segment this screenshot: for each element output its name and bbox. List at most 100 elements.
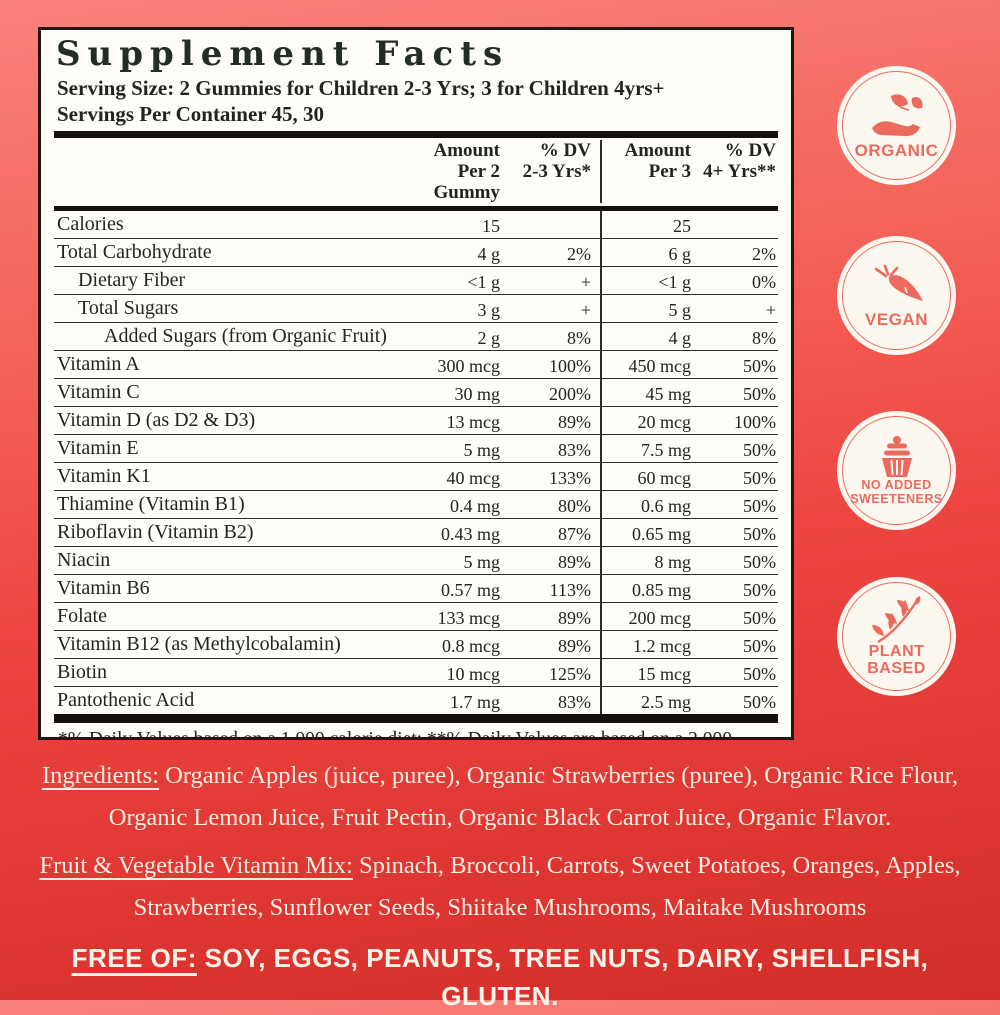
dv-2-3yrs: 80% [558,496,591,516]
table-row: Total Carbohydrate 4 g 2% 6 g 2% [54,239,778,267]
nutrient-name: Pantothenic Acid [57,689,195,711]
nutrient-name: Vitamin D (as D2 & D3) [57,409,256,431]
table-row: Vitamin K1 40 mcg 133% 60 mcg 50% [54,463,778,491]
dv-4yrs: 50% [743,580,776,600]
divider-bar-bottom [54,714,778,723]
nutrient-name: Calories [57,213,124,235]
badge-label: NO ADDED [861,478,932,493]
amount-per-3: 8 mg [600,547,700,574]
badge-plant-based: PLANT BASED [837,577,956,696]
dv-4yrs: 2% [752,244,776,264]
amount-per-2: 300 mcg [437,356,501,376]
nutrient-name: Total Sugars [78,297,179,319]
dv-4yrs: 8% [752,328,776,348]
table-row: Dietary Fiber <1 g + <1 g 0% [54,267,778,295]
dv-4yrs: 50% [743,636,776,656]
amount-per-3: 60 mcg [600,463,700,490]
amount-per-2: 2 g [477,328,501,348]
dv-2-3yrs: 89% [558,412,591,432]
nutrient-name: Vitamin K1 [57,465,151,487]
dv-4yrs: 0% [752,272,776,292]
table-row: Niacin 5 mg 89% 8 mg 50% [54,547,778,575]
dv-2-3yrs: 2% [567,244,591,264]
nutrient-name: Niacin [57,549,111,571]
nutrient-name: Vitamin B6 [57,577,150,599]
dv-2-3yrs: 83% [558,692,591,712]
dv-2-3yrs: 89% [558,636,591,656]
table-row: Vitamin B12 (as Methylcobalamin) 0.8 mcg… [54,631,778,659]
dv-4yrs: 50% [743,468,776,488]
dv-2-3yrs: 133% [549,468,591,488]
dv-2-3yrs: + [580,272,591,292]
nutrient-name: Total Carbohydrate [57,241,212,263]
badge-organic: ORGANIC [837,66,956,185]
badge-label: BASED [867,659,926,677]
amount-per-3: 20 mcg [600,407,700,434]
organic-leaf-hand-icon [866,92,928,142]
divider-bar-top [54,131,778,138]
table-row: Pantothenic Acid 1.7 mg 83% 2.5 mg 50% [54,687,778,714]
table-row: Riboflavin (Vitamin B2) 0.43 mg 87% 0.65… [54,519,778,547]
nutrient-name: Vitamin B12 (as Methylcobalamin) [57,633,341,655]
amount-per-3: 6 g [600,239,700,266]
servings-per-container-line: Servings Per Container 45, 30 [57,102,324,126]
dv-2-3yrs: 87% [558,524,591,544]
ingredients-paragraph: Ingredients: Organic Apples (juice, pure… [0,755,1000,839]
badge-label: SWEETENERS [850,491,943,506]
nutrient-name: Folate [57,605,107,627]
badge-label: PLANT [868,642,925,660]
dv-2-3yrs [515,211,600,217]
table-row: Total Sugars 3 g + 5 g + [54,295,778,323]
dv-4yrs: 50% [743,384,776,404]
amount-per-2: 30 mg [454,384,500,404]
free-of-text: SOY, EGGS, PEANUTS, TREE NUTS, DAIRY, SH… [196,943,929,1011]
amount-per-2: 10 mcg [446,664,501,684]
dv-4yrs: 50% [743,608,776,628]
amount-per-3: 200 mcg [600,603,700,630]
amount-per-3: 0.65 mg [600,519,700,546]
supplement-facts-title: Supplement Facts [56,34,510,74]
amount-per-2: 0.57 mg [440,580,500,600]
nutrient-name: Thiamine (Vitamin B1) [57,493,245,515]
badge-label: ORGANIC [854,140,939,160]
badge-vegan: VEGAN [837,236,956,355]
vitamin-mix-label: Fruit & Vegetable Vitamin Mix: [39,852,353,879]
dv-4yrs: 50% [743,664,776,684]
table-row: Vitamin C 30 mg 200% 45 mg 50% [54,379,778,407]
header-amount-per-3: Amount Per 3 [600,140,700,203]
table-row: Biotin 10 mcg 125% 15 mcg 50% [54,659,778,687]
dv-4yrs: 50% [743,692,776,712]
table-row: Vitamin D (as D2 & D3) 13 mcg 89% 20 mcg… [54,407,778,435]
serving-size-line: Serving Size: 2 Gummies for Children 2-3… [57,76,665,100]
nutrient-name: Added Sugars (from Organic Fruit) [104,325,387,347]
table-row: Vitamin E 5 mg 83% 7.5 mg 50% [54,435,778,463]
amount-per-2: 5 mg [463,440,500,460]
amount-per-3: 5 g [600,295,700,322]
amount-per-2: 15 [482,216,500,236]
nutrient-name: Vitamin E [57,437,139,459]
dv-4yrs [700,211,778,217]
amount-per-2: 133 mcg [437,608,501,628]
table-row: Vitamin B6 0.57 mg 113% 0.85 mg 50% [54,575,778,603]
table-header-row: Amount Per 2 Gummy % DV 2-3 Yrs* Amount Per… [54,138,778,211]
table-row: Thiamine (Vitamin B1) 0.4 mg 80% 0.6 mg … [54,491,778,519]
amount-per-2: 1.7 mg [449,692,500,712]
dv-2-3yrs: 200% [549,384,591,404]
nutrient-name: Vitamin C [57,381,140,403]
header-dv-4yrs: % DV 4+ Yrs** [703,140,776,182]
amount-per-3: 450 mcg [600,351,700,378]
dv-2-3yrs: + [580,300,591,320]
amount-per-3: 0.85 mg [600,575,700,602]
nutrient-name: Dietary Fiber [78,269,186,291]
amount-per-2: 4 g [477,244,501,264]
dv-4yrs: 50% [743,496,776,516]
amount-per-2: <1 g [467,272,500,292]
dv-2-3yrs: 100% [549,356,591,376]
table-row: Vitamin A 300 mcg 100% 450 mcg 50% [54,351,778,379]
amount-per-2: 3 g [477,300,501,320]
nutrient-name: Biotin [57,661,108,683]
amount-per-2: 0.8 mcg [442,636,500,656]
header-dv-2-3yrs: % DV 2-3 Yrs* [522,140,591,182]
dv-4yrs: 50% [743,356,776,376]
amount-per-3: <1 g [600,267,700,294]
